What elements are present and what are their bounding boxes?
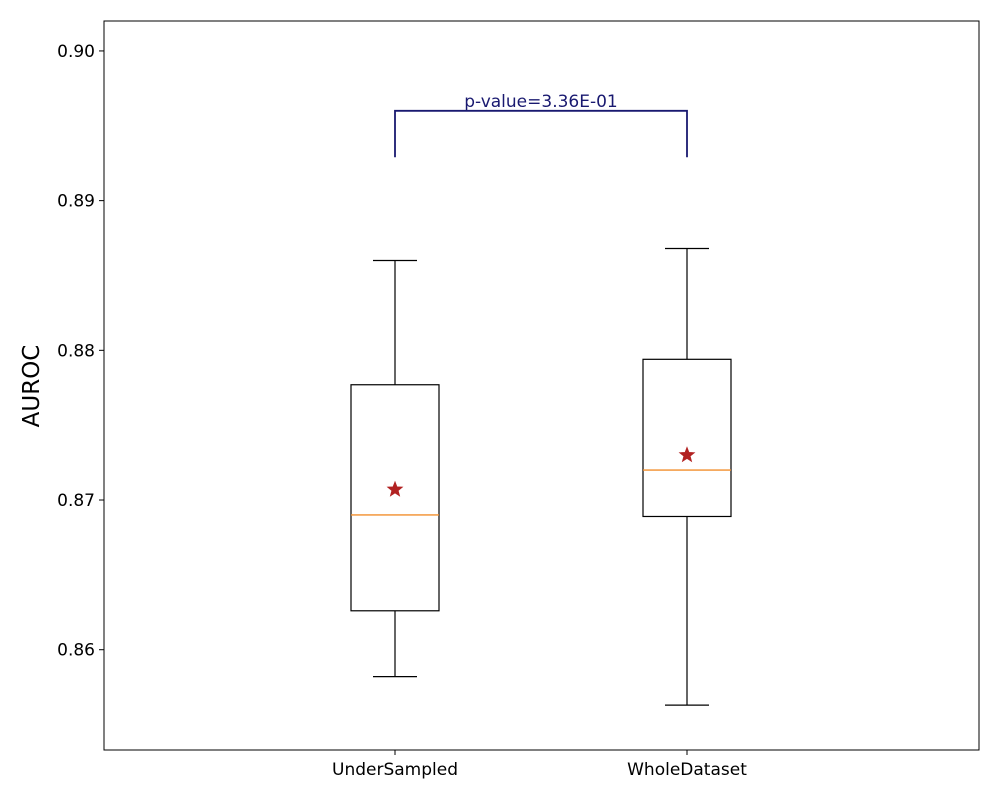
mean-marker-star: [386, 480, 404, 497]
y-tick-label: 0.89: [57, 192, 95, 212]
box-iqr: [350, 384, 440, 612]
y-axis: 0.86 0.87 0.88 0.89 0.90: [57, 42, 104, 661]
x-tick-label: UnderSampled: [332, 760, 458, 780]
y-axis-label: AUROC: [19, 345, 45, 428]
p-value-label: p-value=3.36E-01: [464, 92, 618, 112]
significance-annotation: p-value=3.36E-01: [394, 92, 688, 158]
box-wholedataset: [642, 247, 732, 706]
box-undersampled: [350, 259, 440, 678]
y-tick-label: 0.88: [57, 341, 95, 361]
significance-bracket: [394, 109, 688, 158]
mean-marker-star: [678, 446, 696, 463]
y-tick-label: 0.87: [57, 491, 95, 511]
box-iqr: [642, 358, 732, 518]
plot-area: [103, 20, 980, 751]
y-tick-label: 0.90: [57, 42, 95, 62]
x-axis: UnderSampled WholeDataset: [332, 750, 747, 780]
y-tick-label: 0.86: [57, 641, 95, 661]
x-tick-label: WholeDataset: [627, 760, 747, 780]
box-series: [350, 247, 732, 706]
